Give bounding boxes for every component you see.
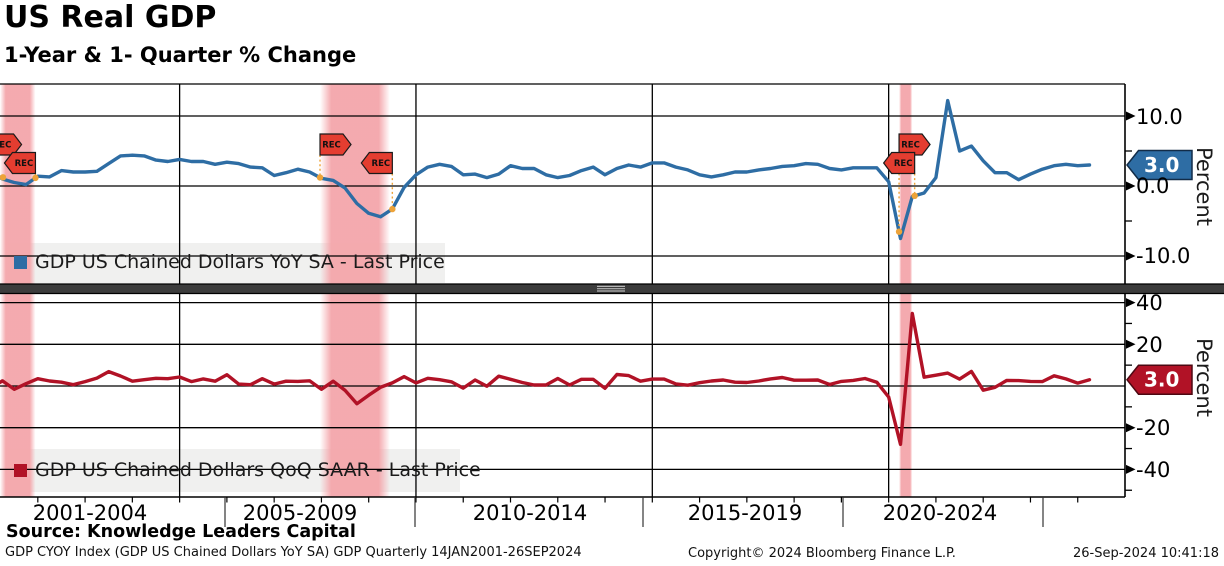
event-dot bbox=[911, 192, 918, 199]
legend-swatch-yoy-icon bbox=[14, 255, 27, 269]
rec-marker-label: REC bbox=[372, 159, 391, 169]
rec-marker bbox=[0, 133, 23, 156]
rec-marker-label: REC bbox=[322, 141, 341, 151]
event-dot bbox=[32, 174, 39, 182]
security-info-text: GDP CYOY Index (GDP US Chained Dollars Y… bbox=[5, 545, 582, 560]
y-tick-top-m10: -10.0 bbox=[1136, 244, 1191, 268]
legend-label-yoy: GDP US Chained Dollars YoY SA - Last Pri… bbox=[35, 251, 445, 273]
yoy-line bbox=[0, 98, 1092, 241]
event-dot bbox=[316, 174, 324, 181]
x-label-2020-2024: 2020-2024 bbox=[882, 501, 998, 525]
legend-yoy[interactable]: GDP US Chained Dollars YoY SA - Last Pri… bbox=[14, 251, 445, 273]
y-tick-bot-m40: -40 bbox=[1136, 458, 1171, 482]
rec-marker-label: REC bbox=[894, 159, 913, 169]
y-tick-top-0: 0.0 bbox=[1136, 174, 1170, 198]
axis-arrow-tick-icon bbox=[1126, 181, 1136, 191]
y-tick-bot-m20: -20 bbox=[1136, 416, 1171, 440]
axis-arrow-tick-icon bbox=[1126, 423, 1136, 433]
y-axis-title-bottom: Percent bbox=[1192, 338, 1216, 418]
x-label-2015-2019: 2015-2019 bbox=[687, 501, 803, 525]
axis-arrow-tick-icon bbox=[1126, 464, 1136, 474]
event-dot bbox=[389, 205, 396, 213]
x-label-2010-2014: 2010-2014 bbox=[472, 501, 588, 525]
panel-resize-handle[interactable] bbox=[597, 285, 625, 292]
source-text: Source: Knowledge Leaders Capital bbox=[6, 522, 356, 542]
legend-swatch-qoq-icon bbox=[14, 463, 27, 477]
event-dot bbox=[0, 174, 7, 181]
axis-arrow-tick-icon bbox=[1126, 111, 1136, 121]
axis-arrow-tick-icon bbox=[1126, 251, 1136, 261]
last-price-tag-yoy bbox=[1126, 149, 1193, 181]
legend-qoq[interactable]: GDP US Chained Dollars QoQ SAAR - Last P… bbox=[14, 459, 481, 481]
y-tick-bot-20: 20 bbox=[1136, 333, 1163, 357]
last-price-tag-qoq-value: 3.0 bbox=[1144, 368, 1179, 392]
chart-title: US Real GDP bbox=[4, 0, 217, 35]
copyright-text: Copyright© 2024 Bloomberg Finance L.P. bbox=[688, 546, 956, 561]
y-tick-top-10: 10.0 bbox=[1136, 105, 1183, 129]
chart-subtitle: 1-Year & 1- Quarter % Change bbox=[4, 43, 357, 67]
last-price-tag-yoy-value: 3.0 bbox=[1144, 153, 1179, 177]
rec-marker bbox=[882, 151, 916, 175]
axis-arrow-tick-icon bbox=[1126, 339, 1136, 349]
qoq-line bbox=[0, 311, 1092, 447]
y-tick-bot-40: 40 bbox=[1136, 291, 1163, 315]
rec-marker-label: REC bbox=[901, 141, 920, 151]
axis-arrow-tick-icon bbox=[1126, 298, 1136, 308]
legend-label-qoq: GDP US Chained Dollars QoQ SAAR - Last P… bbox=[35, 459, 481, 481]
event-dot bbox=[895, 228, 903, 235]
rec-marker bbox=[319, 133, 352, 156]
x-label-2001-2004: 2001-2004 bbox=[32, 501, 148, 525]
rec-marker bbox=[360, 151, 393, 175]
last-price-tag-qoq bbox=[1126, 364, 1193, 395]
rec-marker bbox=[898, 133, 931, 156]
x-label-2005-2009: 2005-2009 bbox=[242, 501, 358, 525]
rec-marker bbox=[3, 151, 37, 175]
rec-marker-label: REC bbox=[15, 159, 34, 169]
timestamp-text: 26-Sep-2024 10:41:18 bbox=[1072, 546, 1219, 561]
rec-marker-label: REC bbox=[0, 141, 11, 151]
y-axis-title-top: Percent bbox=[1192, 147, 1216, 227]
